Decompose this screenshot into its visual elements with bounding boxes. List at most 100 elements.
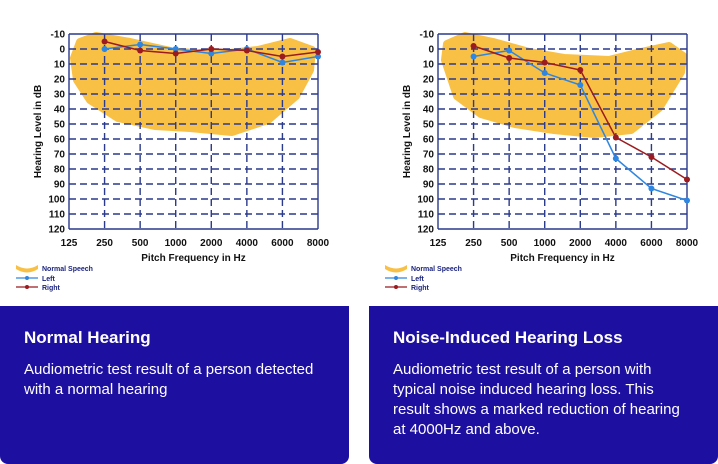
data-point xyxy=(315,49,321,55)
y-tick-label: 90 xyxy=(423,180,435,191)
y-tick-label: 100 xyxy=(417,195,434,206)
legend-speech-swatch xyxy=(16,265,38,273)
y-axis-title: Hearing Level in dB xyxy=(402,85,413,178)
y-tick-label: 70 xyxy=(423,150,435,161)
x-tick-label: 1000 xyxy=(534,238,557,249)
data-point xyxy=(612,155,619,162)
series-left xyxy=(101,41,321,66)
legend-marker xyxy=(394,285,398,289)
y-tick-label: 110 xyxy=(418,210,435,221)
x-tick-label: 8000 xyxy=(307,238,330,249)
legend-speech-swatch xyxy=(385,265,407,273)
x-tick-label: 2000 xyxy=(569,238,592,249)
data-point xyxy=(101,46,108,52)
data-point xyxy=(243,47,250,54)
x-tick-label: 125 xyxy=(430,238,447,249)
y-tick-label: 40 xyxy=(423,105,435,116)
data-point xyxy=(172,50,179,57)
y-tick-label: 20 xyxy=(54,75,66,86)
x-tick-label: 4000 xyxy=(236,238,259,249)
legend-marker xyxy=(394,276,398,280)
normal-speech-area xyxy=(70,32,316,136)
data-point xyxy=(137,41,144,48)
data-point xyxy=(101,38,108,45)
y-tick-label: 80 xyxy=(54,165,66,176)
legend-label: Right xyxy=(411,285,430,292)
legend: Normal Speech Left Right xyxy=(16,265,93,292)
caption-box: Normal Hearing Audiometric test result o… xyxy=(0,306,349,464)
caption-description: Audiometric test result of a person dete… xyxy=(24,361,314,398)
y-axis-title: Hearing Level in dB xyxy=(33,85,44,178)
panel-noise-induced-hearing-loss: -10 0 10 20 30 40 50 60 70 80 90 100 110 120 125 250 500… xyxy=(369,0,718,464)
series-right xyxy=(470,43,690,183)
y-tick-label: -10 xyxy=(420,30,435,41)
y-tick-label: 110 xyxy=(49,210,66,221)
x-tick-label: 8000 xyxy=(676,238,699,249)
grid xyxy=(68,33,319,230)
data-point xyxy=(541,70,548,76)
x-tick-label: 125 xyxy=(61,238,78,249)
x-axis-title: Pitch Frequency in Hz xyxy=(141,253,245,264)
x-tick-label: 6000 xyxy=(271,238,294,249)
data-point xyxy=(577,67,584,73)
audiogram-chart-noise-loss: -10 0 10 20 30 40 50 60 70 80 90 100 110 120 125 250 500… xyxy=(385,30,699,292)
data-point xyxy=(648,154,655,160)
caption-title: Normal Hearing xyxy=(24,328,151,347)
data-point xyxy=(684,176,690,183)
caption-box: Noise-Induced Hearing Loss Audiometric t… xyxy=(369,306,718,464)
data-point xyxy=(541,59,548,66)
x-tick-label: 4000 xyxy=(605,238,628,249)
y-tick-label: 50 xyxy=(54,120,66,131)
caption-description: Audiometric test result of a person with… xyxy=(393,361,680,438)
data-point xyxy=(470,43,477,49)
legend-marker xyxy=(25,285,29,289)
data-point xyxy=(648,185,655,192)
data-point xyxy=(208,46,215,52)
y-tick-label: 10 xyxy=(54,60,66,71)
x-tick-label: 500 xyxy=(132,238,149,249)
data-point xyxy=(684,197,690,204)
data-point xyxy=(577,82,584,88)
y-tick-label: 120 xyxy=(48,225,65,236)
y-tick-label: 60 xyxy=(54,135,66,146)
legend: Normal Speech Left Right xyxy=(385,265,462,292)
y-tick-label: 90 xyxy=(54,180,66,191)
y-tick-label: 80 xyxy=(423,165,435,176)
y-tick-label: 30 xyxy=(54,90,66,101)
data-point xyxy=(506,47,513,54)
data-point xyxy=(612,134,619,141)
y-tick-label: 20 xyxy=(423,75,435,86)
data-point xyxy=(172,46,179,52)
panel-normal-hearing: -10 0 10 20 30 40 50 60 70 80 90 100 110 120 125 250 500… xyxy=(0,0,349,464)
y-tick-label: 120 xyxy=(417,225,434,236)
data-point xyxy=(470,53,477,60)
y-tick-label: 10 xyxy=(423,60,435,71)
data-point xyxy=(279,59,286,66)
x-tick-label: 500 xyxy=(501,238,518,249)
data-point xyxy=(506,55,513,61)
x-tick-label: 6000 xyxy=(640,238,663,249)
y-tick-label: 0 xyxy=(428,45,434,56)
y-tick-label: 60 xyxy=(423,135,435,146)
data-point xyxy=(208,50,215,57)
x-tick-label: 1000 xyxy=(165,238,188,249)
caption-title: Noise-Induced Hearing Loss xyxy=(393,328,623,347)
y-tick-label: 50 xyxy=(423,120,435,131)
x-axis-title: Pitch Frequency in Hz xyxy=(510,253,614,264)
y-tick-label: 0 xyxy=(59,45,65,56)
y-tick-label: -10 xyxy=(51,30,66,41)
normal-speech-area xyxy=(441,32,687,138)
legend-label: Left xyxy=(42,276,56,283)
y-tick-label: 40 xyxy=(54,105,66,116)
legend-marker xyxy=(25,276,29,280)
legend-label: Right xyxy=(42,285,61,292)
data-point xyxy=(315,53,321,60)
series-left xyxy=(470,47,690,204)
y-tick-label: 30 xyxy=(423,90,435,101)
audiogram-chart-normal: -10 0 10 20 30 40 50 60 70 80 90 100 110 120 125 250 500… xyxy=(16,30,330,292)
data-point xyxy=(279,53,286,60)
x-tick-label: 250 xyxy=(96,238,113,249)
y-tick-label: 70 xyxy=(54,150,66,161)
x-tick-label: 250 xyxy=(465,238,482,249)
series-right xyxy=(101,38,321,60)
